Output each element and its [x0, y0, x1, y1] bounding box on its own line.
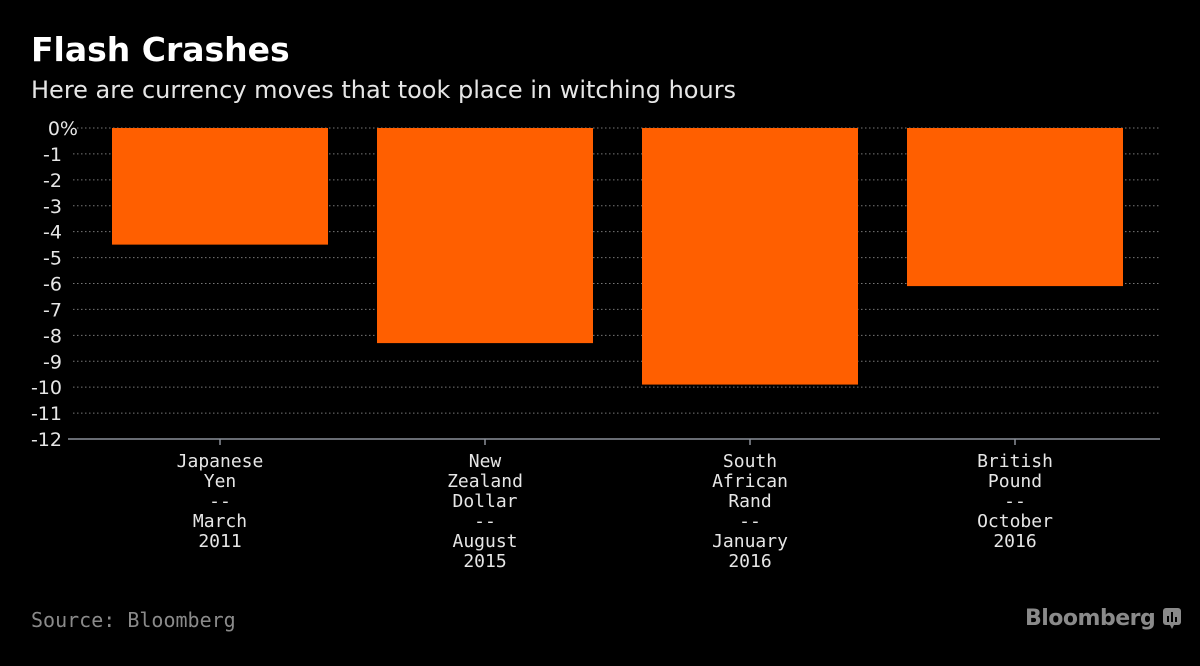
y-tick-label: -6 [43, 274, 62, 296]
x-tick-label: -- [209, 491, 231, 512]
x-tick-label: -- [474, 511, 496, 532]
y-tick-label: -9 [43, 351, 62, 373]
x-tick-label: Yen [204, 471, 237, 492]
x-tick-label: Rand [728, 491, 771, 512]
x-tick-label: 2016 [993, 531, 1036, 552]
x-tick-label: 2015 [463, 551, 506, 572]
bar [907, 128, 1123, 287]
y-tick-label: -12 [31, 429, 62, 451]
x-tick-label: New [469, 451, 502, 472]
brand-name: Bloomberg [1025, 606, 1156, 631]
y-tick-label: -8 [43, 325, 62, 347]
y-tick-label: -2 [43, 170, 62, 192]
y-tick-label: -3 [43, 196, 62, 218]
x-tick-label: South [723, 451, 777, 472]
bar [377, 128, 593, 344]
x-tick-label: 2011 [198, 531, 241, 552]
x-tick-label: October [977, 511, 1053, 532]
chart-title: Flash Crashes [31, 30, 290, 69]
x-tick-label: August [452, 531, 517, 552]
y-tick-label: -11 [31, 403, 62, 425]
x-tick-label: British [977, 451, 1053, 472]
x-tick-label: African [712, 471, 788, 492]
x-tick-label: January [712, 531, 788, 552]
chart-subtitle: Here are currency moves that took place … [31, 76, 737, 104]
chart-bubble-icon [1163, 607, 1182, 629]
x-tick-label: March [193, 511, 247, 532]
x-tick-label: Dollar [452, 491, 517, 512]
source-note: Source: Bloomberg [31, 608, 236, 632]
x-tick-label: Zealand [447, 471, 523, 492]
bar [112, 128, 328, 245]
y-tick-label: -7 [43, 299, 62, 321]
y-tick-label: -1 [43, 144, 62, 166]
x-tick-label: -- [739, 511, 761, 532]
y-tick-label: -4 [43, 222, 62, 244]
y-tick-label: -10 [31, 377, 62, 399]
x-tick-label: Pound [988, 471, 1042, 492]
x-tick-label: 2016 [728, 551, 771, 572]
bloomberg-logo: Bloomberg [1025, 606, 1182, 631]
bar [642, 128, 858, 385]
y-tick-label: 0% [48, 118, 78, 140]
x-tick-label: Japanese [177, 451, 264, 472]
y-tick-label: -5 [43, 248, 62, 270]
x-tick-label: -- [1004, 491, 1026, 512]
